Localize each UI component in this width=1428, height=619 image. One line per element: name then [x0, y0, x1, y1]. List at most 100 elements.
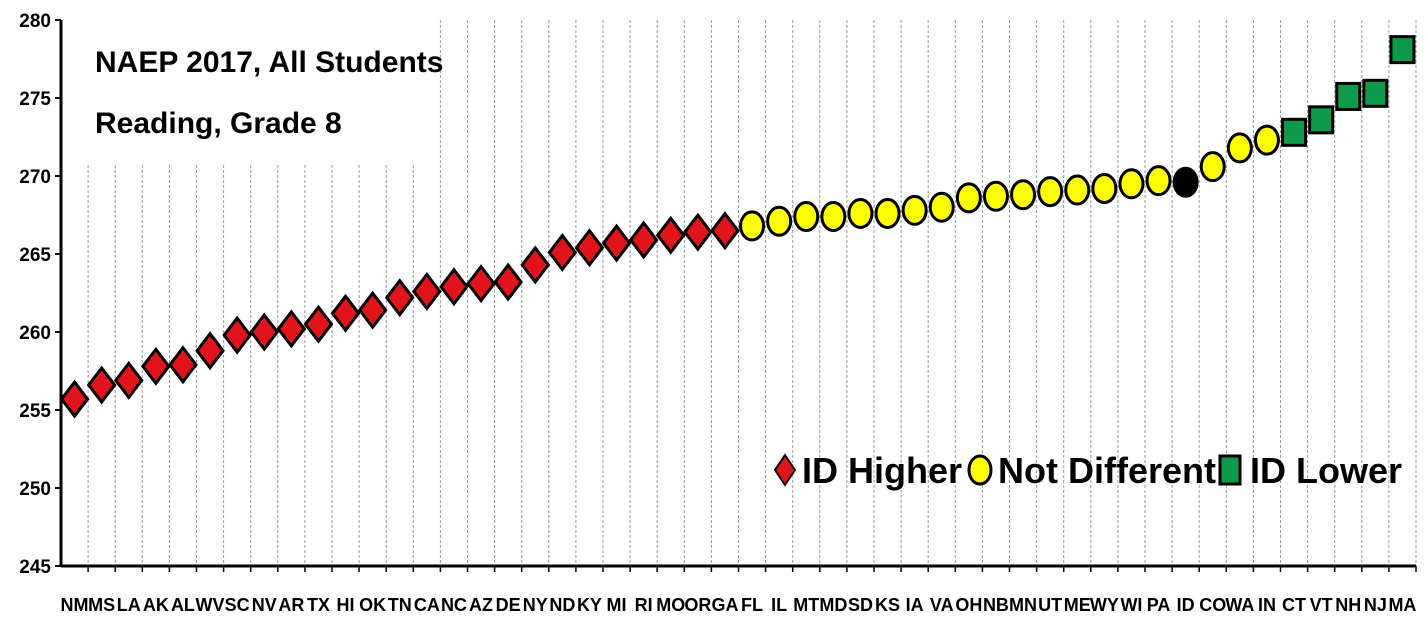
- x-tick-label: TX: [307, 595, 330, 615]
- data-point: [222, 315, 253, 355]
- data-point: [793, 201, 820, 233]
- data-point: [928, 191, 955, 223]
- x-tick-label: CO: [1199, 595, 1226, 615]
- x-tick-label: PA: [1147, 595, 1171, 615]
- data-point: [276, 309, 307, 349]
- x-tick-label: IL: [771, 595, 787, 615]
- data-point: [1335, 81, 1362, 111]
- x-tick-label: IA: [906, 595, 924, 615]
- x-tick-label: WY: [1090, 595, 1119, 615]
- data-point: [982, 180, 1009, 212]
- x-tick-label: KS: [875, 595, 900, 615]
- x-tick-label: OH: [955, 595, 982, 615]
- x-tick-label: ID: [1177, 595, 1195, 615]
- data-point: [303, 304, 334, 344]
- x-tick-label: FL: [741, 595, 763, 615]
- data-point: [59, 379, 90, 419]
- data-point: [601, 223, 632, 263]
- x-tick-label: SD: [848, 595, 873, 615]
- x-tick-label: NJ: [1364, 595, 1387, 615]
- data-point: [547, 232, 578, 272]
- chart-title: NAEP 2017, All Students: [95, 46, 443, 79]
- data-point: [955, 182, 982, 214]
- data-point: [1362, 78, 1389, 108]
- data-point: [1199, 151, 1226, 183]
- x-tick-label: AL: [171, 595, 195, 615]
- data-point: [1281, 117, 1308, 147]
- x-tick-label: TN: [388, 595, 412, 615]
- data-point: [168, 345, 198, 385]
- legend-label: Not Different: [998, 450, 1216, 491]
- x-tick-label: IN: [1258, 595, 1276, 615]
- legend-marker: [1218, 454, 1242, 486]
- data-points: [59, 35, 1416, 419]
- x-tick-label: LA: [117, 595, 141, 615]
- data-point: [1145, 165, 1172, 197]
- x-tick-label: NB: [983, 595, 1009, 615]
- data-point: [1118, 168, 1145, 200]
- legend-label: ID Higher: [802, 450, 962, 491]
- x-tick-label: OR: [684, 595, 711, 615]
- x-tick-label: NM: [61, 595, 89, 615]
- y-tick-label: 265: [19, 245, 51, 266]
- x-tick-label: NY: [523, 595, 548, 615]
- y-tick-label: 255: [19, 401, 51, 422]
- data-point: [682, 212, 713, 252]
- y-tick-labels: 245 250 255 260 265 270 275 280: [19, 11, 61, 578]
- data-point: [249, 312, 280, 352]
- y-tick-label: 275: [19, 89, 51, 110]
- data-point: [1226, 132, 1253, 164]
- data-point: [1010, 179, 1037, 211]
- x-tick-label: MA: [1388, 595, 1416, 615]
- legend-marker: [773, 453, 797, 487]
- x-tick-label: AK: [143, 595, 169, 615]
- chart-subtitle: Reading, Grade 8: [95, 107, 342, 140]
- x-tick-label: AZ: [469, 595, 493, 615]
- data-point: [1253, 124, 1280, 156]
- x-tick-label: CT: [1282, 595, 1306, 615]
- data-point: [1308, 105, 1335, 135]
- data-point: [1091, 172, 1118, 204]
- x-tick-label: ME: [1064, 595, 1091, 615]
- grid-lines: [87, 20, 1417, 566]
- data-point: [384, 278, 415, 318]
- data-point: [195, 331, 225, 371]
- x-tick-label: WI: [1120, 595, 1142, 615]
- x-tick-label: ND: [549, 595, 575, 615]
- x-tick-label: NH: [1335, 595, 1361, 615]
- data-point: [1037, 176, 1064, 208]
- x-tick-label: WA: [1225, 595, 1254, 615]
- y-tick-label: 245: [19, 557, 51, 578]
- x-tick-label: DE: [496, 595, 521, 615]
- data-point: [874, 197, 901, 229]
- data-point: [439, 267, 469, 307]
- x-tick-label: RI: [635, 595, 653, 615]
- x-tick-label: CA: [414, 595, 440, 615]
- x-tick-label: HI: [337, 595, 355, 615]
- data-point: [739, 210, 766, 242]
- data-point: [574, 228, 605, 268]
- data-point: [113, 360, 144, 400]
- data-point: [1064, 174, 1091, 206]
- x-tick-label: AR: [278, 595, 304, 615]
- data-point: [820, 201, 847, 233]
- legend-marker: [967, 454, 993, 486]
- x-tick-labels: NM MS LA AK AL WV SC NV AR TX HI OK TN CA NC AZ DE NY ND KY…: [61, 566, 1417, 615]
- x-tick-label: MO: [656, 595, 685, 615]
- y-tick-label: 280: [19, 11, 51, 32]
- y-tick-label: 260: [19, 323, 51, 344]
- x-tick-label: OK: [359, 595, 386, 615]
- legend-label: ID Lower: [1250, 450, 1402, 491]
- data-point: [411, 271, 442, 311]
- x-tick-label: VA: [930, 595, 954, 615]
- x-tick-label: UT: [1038, 595, 1062, 615]
- x-tick-label: VT: [1310, 595, 1333, 615]
- data-point: [1172, 166, 1199, 198]
- x-tick-label: MD: [819, 595, 847, 615]
- data-point: [1389, 35, 1416, 65]
- data-point: [520, 245, 551, 285]
- x-tick-label: NC: [441, 595, 467, 615]
- x-tick-label: MI: [607, 595, 627, 615]
- data-point: [493, 262, 524, 302]
